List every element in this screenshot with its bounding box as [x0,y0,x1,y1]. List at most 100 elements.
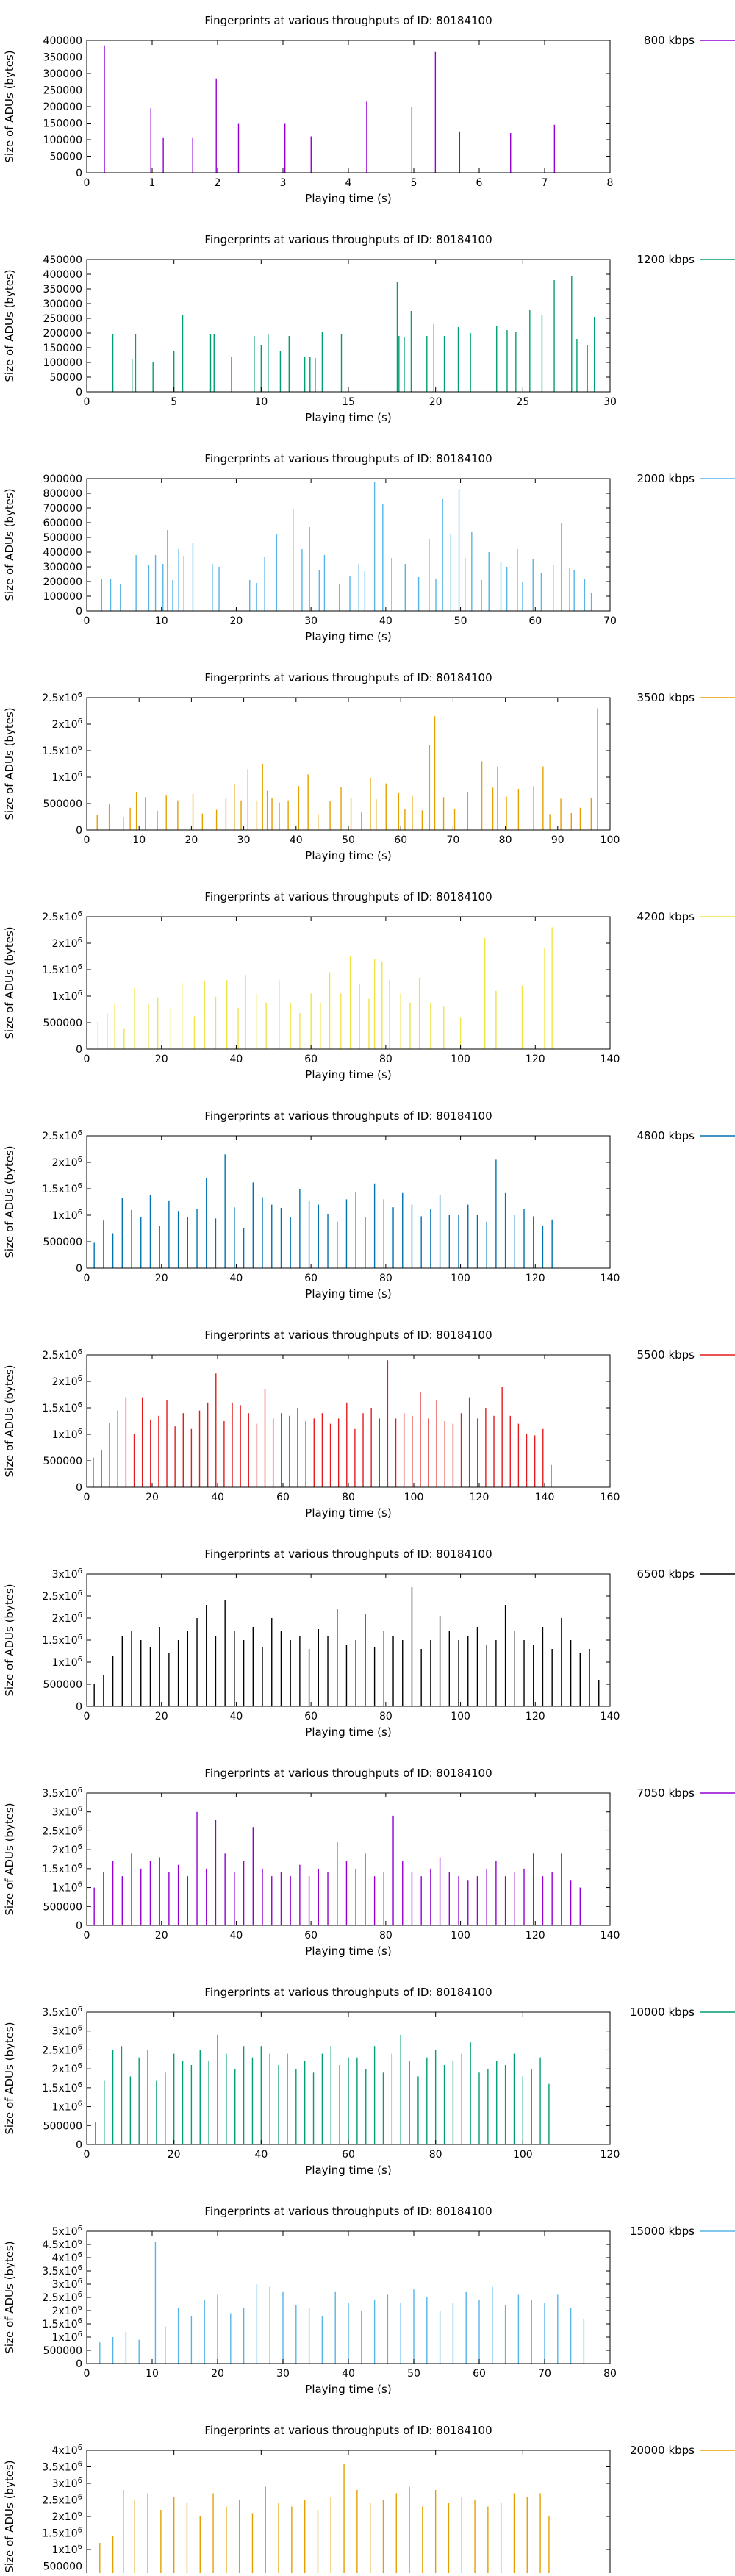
y-tick-label: 2.5x106 [42,1129,82,1142]
y-tick-label: 1.5x106 [42,744,82,757]
y-tick-label: 450000 [43,254,82,266]
legend-label: 5500 kbps [637,1348,695,1362]
y-tick-label: 2.5x106 [42,2291,82,2304]
y-tick-label: 1x106 [52,1209,82,1222]
y-tick-label: 0 [76,1263,82,1275]
x-tick-label: 20 [168,2149,181,2161]
y-tick-label: 0 [76,1701,82,1713]
y-tick-label: 2.5x106 [42,910,82,923]
x-tick-label: 40 [290,834,303,846]
x-tick-label: 40 [230,1053,243,1065]
chart-panel-2: Fingerprints at various throughputs of I… [3,233,735,424]
chart-panel-11: Fingerprints at various throughputs of I… [3,2205,735,2396]
y-axis-label: Size of ADUs (bytes) [3,926,16,1039]
x-tick-label: 60 [394,834,407,846]
y-axis-label: Size of ADUs (bytes) [3,1584,16,1696]
y-tick-label: 3x106 [52,1806,82,1819]
legend-label: 4200 kbps [637,910,695,923]
x-tick-label: 0 [84,1930,90,1942]
y-tick-label: 2x106 [52,1375,82,1388]
chart-title: Fingerprints at various throughputs of I… [204,2424,492,2437]
x-tick-label: 5 [171,396,177,408]
y-tick-label: 350000 [43,284,82,296]
y-tick-label: 500000 [43,2345,82,2357]
x-tick-label: 120 [526,1930,545,1942]
y-tick-label: 500000 [43,798,82,810]
x-tick-label: 70 [603,615,617,627]
x-tick-label: 40 [230,1273,243,1284]
x-axis-label: Playing time (s) [305,1287,391,1300]
x-tick-label: 0 [84,834,90,846]
x-tick-label: 60 [342,2149,355,2161]
plot-frame [86,1573,611,1707]
x-tick-label: 60 [473,2368,486,2380]
chart-title: Fingerprints at various throughputs of I… [204,233,492,246]
legend-label: 15000 kbps [630,2225,695,2238]
y-tick-label: 2.5x106 [42,1824,82,1837]
y-tick-label: 3.5x106 [42,2461,82,2474]
x-tick-label: 140 [535,1492,555,1503]
plot-frame [86,2450,611,2576]
y-tick-label: 350000 [43,52,82,64]
x-tick-label: 4 [345,177,352,189]
y-tick-label: 3.5x106 [42,1786,82,1800]
x-tick-label: 20 [155,1273,168,1284]
y-tick-label: 4.5x106 [42,2238,82,2251]
x-axis-label: Playing time (s) [305,1068,391,1081]
x-tick-label: 140 [600,1930,620,1942]
x-tick-label: 40 [342,2368,355,2380]
x-tick-label: 140 [600,1053,620,1065]
y-tick-label: 1x106 [52,1428,82,1441]
x-tick-label: 100 [451,1930,470,1942]
x-tick-label: 140 [600,1711,620,1722]
x-tick-label: 80 [499,834,512,846]
y-tick-label: 50000 [49,151,82,163]
y-tick-label: 0 [76,1482,82,1494]
y-tick-label: 900000 [43,473,82,485]
chart-panel-9: Fingerprints at various throughputs of I… [3,1767,735,1958]
y-tick-label: 100000 [43,135,82,146]
x-tick-label: 60 [276,1492,290,1503]
chart-panel-3: Fingerprints at various throughputs of I… [3,452,735,643]
y-tick-label: 400000 [43,547,82,559]
y-axis-label: Size of ADUs (bytes) [3,2022,16,2134]
y-tick-label: 0 [76,168,82,179]
x-tick-label: 0 [84,396,90,408]
x-axis-label: Playing time (s) [305,2164,391,2177]
chart-title: Fingerprints at various throughputs of I… [204,1986,492,1999]
y-tick-label: 1.5x106 [42,1401,82,1414]
x-tick-label: 7 [542,177,548,189]
chart-panel-6: Fingerprints at various throughputs of I… [3,1109,735,1300]
y-tick-label: 200000 [43,328,82,340]
chart-title: Fingerprints at various throughputs of I… [204,890,492,904]
x-tick-label: 0 [84,1492,90,1503]
y-axis-label: Size of ADUs (bytes) [3,50,16,162]
x-axis-label: Playing time (s) [305,849,391,862]
y-tick-label: 2x106 [52,2510,82,2523]
chart-title: Fingerprints at various throughputs of I… [204,1767,492,1780]
y-tick-label: 100000 [43,357,82,369]
x-tick-label: 3 [280,177,287,189]
x-tick-label: 10 [146,2368,159,2380]
x-tick-label: 100 [404,1492,424,1503]
y-tick-label: 2.5x106 [42,1348,82,1362]
x-tick-label: 2 [215,177,221,189]
chart-panel-10: Fingerprints at various throughputs of I… [3,1986,735,2177]
y-tick-label: 200000 [43,576,82,588]
y-tick-label: 700000 [43,503,82,515]
x-tick-label: 80 [379,1711,392,1722]
x-tick-label: 0 [84,2368,90,2380]
x-tick-label: 10 [254,396,268,408]
y-tick-label: 100000 [43,591,82,603]
x-tick-label: 60 [304,1930,318,1942]
plot-frame [86,478,611,612]
y-tick-label: 2x106 [52,718,82,731]
plot-frame [86,40,611,173]
plot-frame [86,1135,611,1269]
y-tick-label: 500000 [43,532,82,544]
y-tick-label: 800000 [43,488,82,500]
y-tick-label: 150000 [43,118,82,130]
y-tick-label: 0 [76,387,82,398]
chart-title: Fingerprints at various throughputs of I… [204,2205,492,2218]
